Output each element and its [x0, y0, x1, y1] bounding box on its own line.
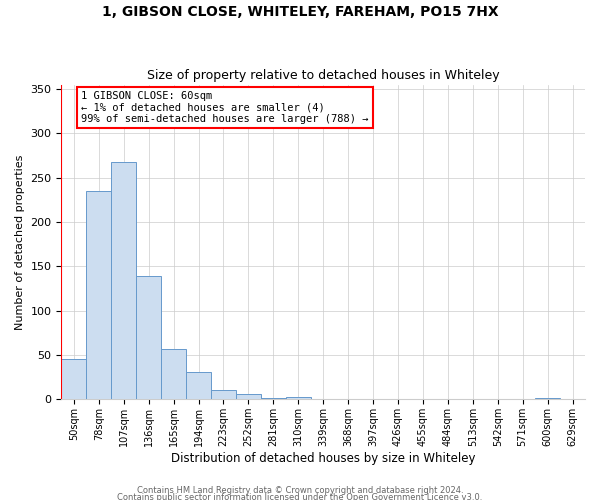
- Bar: [161, 349, 186, 400]
- Text: Contains public sector information licensed under the Open Government Licence v3: Contains public sector information licen…: [118, 494, 482, 500]
- Text: Contains HM Land Registry data © Crown copyright and database right 2024.: Contains HM Land Registry data © Crown c…: [137, 486, 463, 495]
- Bar: [136, 276, 161, 400]
- Bar: [286, 396, 311, 400]
- Bar: [61, 358, 86, 400]
- Text: 1 GIBSON CLOSE: 60sqm
← 1% of detached houses are smaller (4)
99% of semi-detach: 1 GIBSON CLOSE: 60sqm ← 1% of detached h…: [81, 91, 368, 124]
- Y-axis label: Number of detached properties: Number of detached properties: [15, 154, 25, 330]
- Text: 1, GIBSON CLOSE, WHITELEY, FAREHAM, PO15 7HX: 1, GIBSON CLOSE, WHITELEY, FAREHAM, PO15…: [101, 5, 499, 19]
- Bar: [236, 394, 261, 400]
- Bar: [186, 372, 211, 400]
- Bar: [111, 162, 136, 400]
- X-axis label: Distribution of detached houses by size in Whiteley: Distribution of detached houses by size …: [171, 452, 475, 465]
- Bar: [211, 390, 236, 400]
- Bar: [535, 398, 560, 400]
- Title: Size of property relative to detached houses in Whiteley: Size of property relative to detached ho…: [147, 69, 500, 82]
- Bar: [86, 191, 111, 400]
- Bar: [261, 398, 286, 400]
